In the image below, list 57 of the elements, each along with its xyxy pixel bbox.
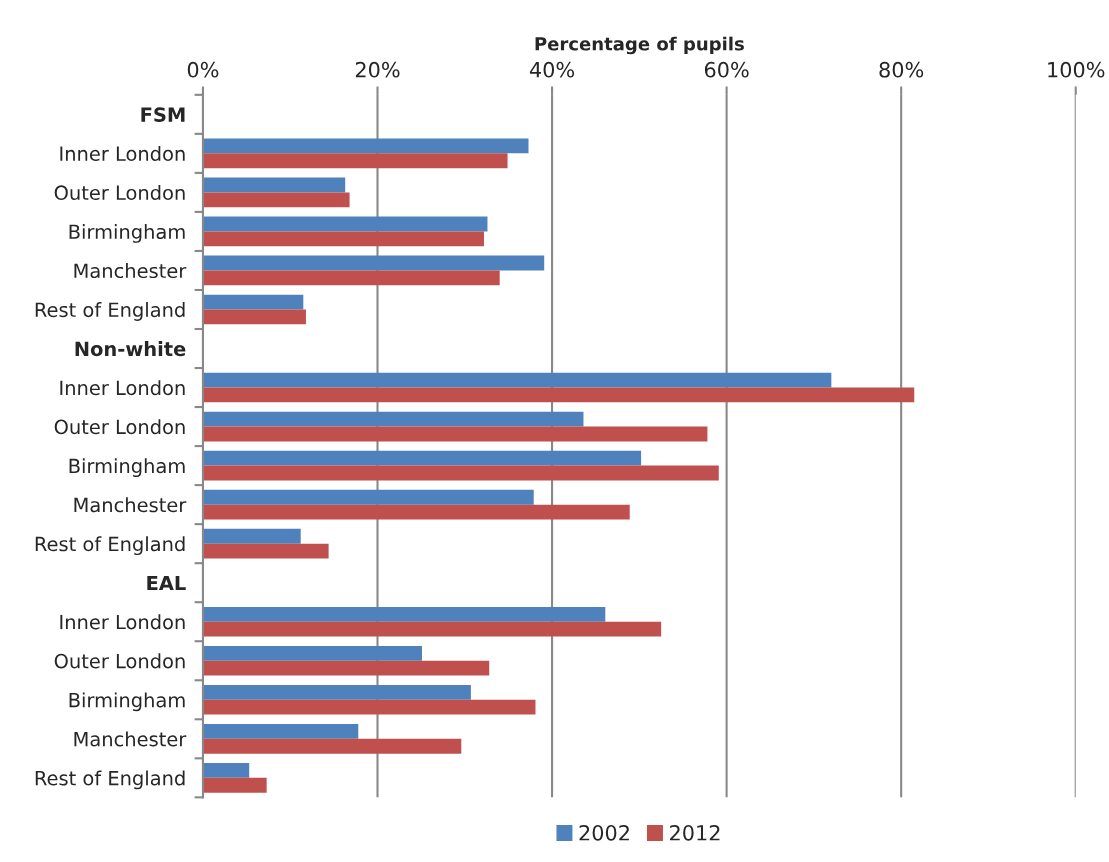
- bar: [202, 699, 536, 715]
- bar: [202, 411, 584, 427]
- bar: [202, 723, 359, 739]
- y-tick-label: EAL: [147, 575, 186, 591]
- bar: [202, 450, 642, 466]
- bar: [202, 621, 662, 637]
- bar: [202, 387, 915, 403]
- bar: [202, 153, 508, 169]
- bar: [202, 660, 490, 676]
- bar: [202, 777, 267, 793]
- y-tick-label: Non-white: [75, 341, 186, 357]
- bar: [202, 426, 708, 442]
- y-tick-label: Birmingham: [69, 692, 185, 712]
- bar: [202, 294, 304, 310]
- y-tick-label: Birmingham: [69, 458, 185, 478]
- y-tick-label: Outer London: [54, 653, 185, 669]
- bar: [202, 216, 488, 232]
- x-tick-label: 100%: [1048, 61, 1105, 78]
- x-tick-label: 0%: [187, 61, 219, 78]
- y-tick-label: Rest of England: [35, 536, 185, 556]
- y-tick-label: Inner London: [60, 145, 185, 162]
- bar: [202, 255, 545, 271]
- bar: [202, 738, 462, 754]
- y-tick-label: Inner London: [60, 614, 185, 630]
- y-tick-label: Birmingham: [69, 224, 185, 243]
- bar: [202, 231, 484, 247]
- y-tick-label: Manchester: [74, 263, 187, 279]
- y-tick-label: Manchester: [74, 497, 187, 513]
- legend-label: 2012: [670, 824, 720, 841]
- bar: [202, 684, 471, 700]
- bar: [202, 489, 534, 505]
- x-tick-label: 40%: [529, 61, 575, 78]
- bar: [202, 465, 719, 481]
- y-tick-label: Rest of England: [35, 770, 185, 790]
- bar: [202, 270, 500, 286]
- bar: [202, 309, 306, 325]
- bar: [202, 543, 329, 559]
- x-tick-label: 20%: [355, 61, 400, 78]
- x-tick-label: 60%: [704, 61, 749, 78]
- y-tick-label: Rest of England: [35, 302, 185, 321]
- bar: [202, 606, 606, 622]
- bar: [202, 372, 832, 388]
- bar: [202, 763, 250, 778]
- y-tick-label: Inner London: [60, 380, 185, 396]
- bar: [202, 138, 529, 154]
- bar: [202, 504, 630, 520]
- x-axis-title: Percentage of pupils: [535, 36, 744, 55]
- y-tick-label: FSM: [141, 107, 185, 122]
- bar: [202, 645, 423, 661]
- x-tick-label: 80%: [879, 61, 924, 78]
- bar: [202, 177, 346, 193]
- y-tick-label: Manchester: [74, 731, 187, 747]
- bar: [202, 528, 301, 544]
- y-tick-label: Outer London: [54, 185, 185, 201]
- legend-label: 2002: [579, 824, 629, 841]
- y-tick-label: Outer London: [54, 419, 185, 435]
- bar: [202, 192, 350, 208]
